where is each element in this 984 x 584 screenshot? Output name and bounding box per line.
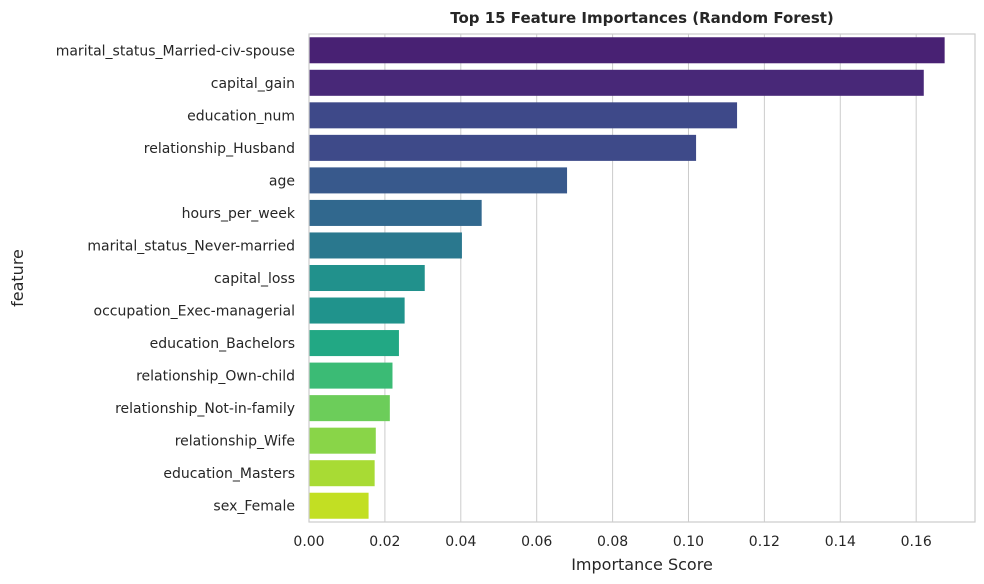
bars xyxy=(309,37,945,519)
y-tick-label: marital_status_Married-civ-spouse xyxy=(56,43,295,59)
y-tick-labels: marital_status_Married-civ-spousecapital… xyxy=(56,43,296,514)
y-tick-label: capital_loss xyxy=(214,271,295,287)
x-tick-label: 0.06 xyxy=(521,534,552,550)
bar xyxy=(309,167,568,194)
x-tick-label: 0.08 xyxy=(597,534,628,550)
y-tick-label: education_num xyxy=(187,108,295,124)
y-tick-label: relationship_Wife xyxy=(175,434,295,450)
y-tick-label: capital_gain xyxy=(211,76,295,92)
x-tick-labels: 0.00 0.02 0.04 0.06 0.08 0.10 0.12 0.14 0.16 xyxy=(293,534,931,550)
bar xyxy=(309,232,462,259)
bar xyxy=(309,362,393,389)
x-tick-label: 0.10 xyxy=(673,534,704,550)
x-tick-label: 0.12 xyxy=(749,534,780,550)
bar xyxy=(309,460,375,487)
bar xyxy=(309,427,376,454)
bar xyxy=(309,395,390,422)
y-axis-label: feature xyxy=(8,249,27,307)
y-tick-label: marital_status_Never-married xyxy=(87,238,295,254)
y-tick-label: relationship_Husband xyxy=(144,141,295,157)
x-tick-label: 0.02 xyxy=(369,534,400,550)
y-tick-label: relationship_Not-in-family xyxy=(115,401,295,417)
y-tick-label: occupation_Exec-managerial xyxy=(94,304,295,320)
y-tick-label: sex_Female xyxy=(213,499,295,515)
x-tick-label: 0.16 xyxy=(901,534,932,550)
bar xyxy=(309,69,924,96)
y-tick-label: education_Masters xyxy=(163,466,295,482)
plot-frame xyxy=(308,33,976,523)
x-tick-label: 0.00 xyxy=(293,534,324,550)
y-tick-label: hours_per_week xyxy=(182,206,296,222)
bar xyxy=(309,37,945,64)
y-tick-label: education_Bachelors xyxy=(150,336,295,352)
bar xyxy=(309,492,369,519)
y-tick-label: age xyxy=(269,173,295,189)
bar xyxy=(309,102,738,129)
bar xyxy=(309,264,425,292)
chart-title: Top 15 Feature Importances (Random Fores… xyxy=(450,9,834,27)
bar xyxy=(309,199,482,226)
bar xyxy=(309,134,697,161)
bar xyxy=(309,297,405,324)
x-tick-label: 0.14 xyxy=(825,534,856,550)
bar xyxy=(309,330,399,357)
y-tick-label: relationship_Own-child xyxy=(136,369,295,385)
x-tick-label: 0.04 xyxy=(445,534,476,550)
x-axis-label: Importance Score xyxy=(571,555,713,574)
